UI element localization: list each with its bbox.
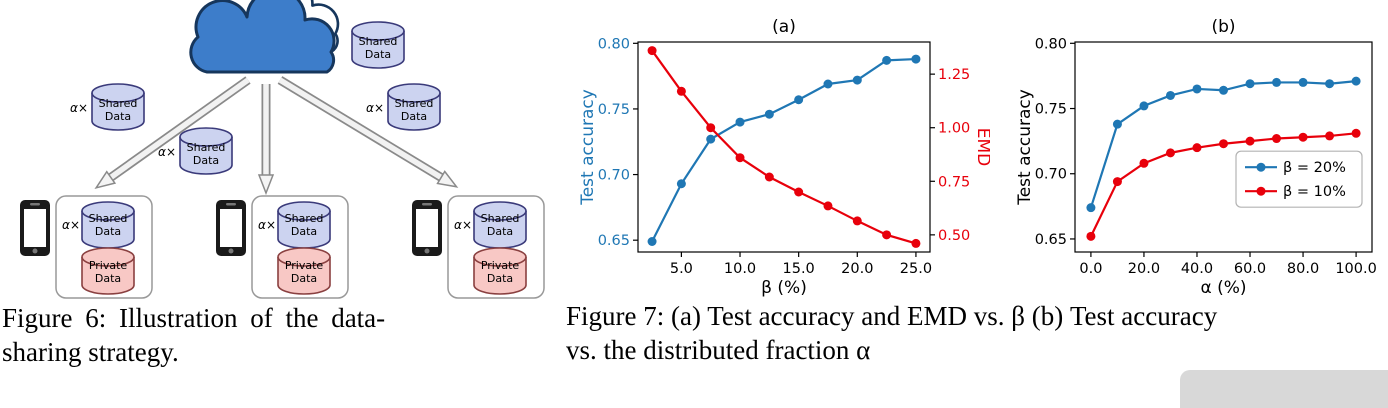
- shared-data-label: Data: [193, 154, 219, 167]
- svg-text:5.0: 5.0: [670, 261, 693, 277]
- svg-text:80.0: 80.0: [1287, 261, 1319, 277]
- svg-text:20.0: 20.0: [841, 261, 873, 277]
- svg-text:25.0: 25.0: [900, 261, 932, 277]
- shared-data-label: Data: [365, 48, 391, 61]
- figure6-diagram: Shared Data α× Shared Data α× Shared Dat…: [20, 0, 545, 299]
- shared-data-label: Shared: [481, 212, 520, 225]
- private-data-label: Data: [291, 272, 317, 285]
- svg-text:Test accuracy: Test accuracy: [1015, 89, 1035, 206]
- chart-a: (a) 5.0 10.0 15.0 20.0 25.0 β (%) 0.65 0.70 0.75 0…: [578, 17, 990, 298]
- shared-data-label: Shared: [285, 212, 324, 225]
- shared-data-label: Data: [291, 225, 317, 238]
- alpha-label: α×: [454, 218, 472, 232]
- shared-data-label: Shared: [99, 97, 138, 110]
- svg-text:1.25: 1.25: [938, 67, 970, 83]
- private-data-label: Private: [285, 259, 324, 272]
- svg-text:0.75: 0.75: [938, 174, 970, 190]
- svg-text:0.65: 0.65: [598, 233, 630, 249]
- svg-text:0.50: 0.50: [938, 228, 970, 244]
- shared-data-label: Data: [95, 225, 121, 238]
- svg-text:β (%): β (%): [761, 278, 807, 298]
- figure7-caption: Figure 7: (a) Test accuracy and EMD vs. …: [566, 299, 1388, 367]
- svg-text:1.00: 1.00: [938, 121, 970, 137]
- alpha-label: α×: [258, 218, 276, 232]
- shared-data-label: Shared: [89, 212, 128, 225]
- alpha-label: α×: [70, 101, 88, 115]
- figure6-caption: Figure 6: Illustration of the data- shar…: [2, 301, 452, 369]
- phone-icon: [216, 200, 246, 256]
- svg-text:Test accuracy: Test accuracy: [578, 89, 598, 206]
- phone-icon: [20, 200, 50, 256]
- figure6-caption-line1: Figure 6: Illustration of the data-: [2, 303, 386, 333]
- svg-text:15.0: 15.0: [783, 261, 815, 277]
- svg-text:β = 20%: β = 20%: [1283, 160, 1346, 176]
- svg-text:0.65: 0.65: [1035, 232, 1067, 248]
- shared-data-label: Shared: [187, 141, 226, 154]
- private-data-label: Data: [95, 272, 121, 285]
- shared-data-label: Shared: [395, 97, 434, 110]
- shared-data-cylinder: α× Shared Data: [366, 83, 441, 131]
- private-data-label: Data: [487, 272, 513, 285]
- svg-text:100.0: 100.0: [1335, 261, 1377, 277]
- svg-text:0.80: 0.80: [598, 36, 630, 52]
- figure7-caption-line1: Figure 7: (a) Test accuracy and EMD vs. …: [566, 301, 1218, 331]
- private-data-label: Private: [89, 259, 128, 272]
- chart-b: (b) 0.0 20.0 40.0 60.0 80.0 100.0 α (%) 0.65 0.70…: [1015, 17, 1377, 298]
- phone-icon: [412, 200, 442, 256]
- client-group: α× Shared Data Private Data: [20, 195, 153, 299]
- arrow: [94, 76, 251, 190]
- cloud-icon: [189, 0, 340, 74]
- shared-data-cylinder: α× Shared Data: [70, 83, 145, 131]
- shared-data-cylinder: Shared Data: [351, 21, 405, 69]
- svg-text:EMD: EMD: [973, 128, 990, 167]
- svg-text:α (%): α (%): [1200, 278, 1246, 298]
- svg-text:0.75: 0.75: [598, 102, 630, 118]
- svg-text:40.0: 40.0: [1181, 261, 1213, 277]
- shared-data-cylinder: α× Shared Data: [158, 127, 233, 175]
- svg-text:0.70: 0.70: [1035, 167, 1067, 183]
- figure6-caption-line2: sharing strategy.: [2, 337, 179, 367]
- alpha-label: α×: [158, 145, 176, 159]
- shared-data-label: Data: [105, 110, 131, 123]
- alpha-label: α×: [366, 101, 384, 115]
- svg-text:0.75: 0.75: [1035, 102, 1067, 118]
- svg-text:(b): (b): [1211, 17, 1235, 37]
- svg-text:0.0: 0.0: [1079, 261, 1102, 277]
- figure7-caption-line2: vs. the distributed fraction α: [566, 335, 871, 365]
- private-data-label: Private: [481, 259, 520, 272]
- svg-text:0.70: 0.70: [598, 168, 630, 184]
- svg-text:0.80: 0.80: [1035, 36, 1067, 52]
- shared-data-label: Shared: [359, 35, 398, 48]
- svg-text:60.0: 60.0: [1234, 261, 1266, 277]
- arrow: [277, 76, 459, 188]
- svg-text:10.0: 10.0: [724, 261, 756, 277]
- shared-data-label: Data: [487, 225, 513, 238]
- shared-data-label: Data: [401, 110, 427, 123]
- alpha-label: α×: [62, 218, 80, 232]
- corner-overlay: [1180, 370, 1388, 408]
- svg-text:20.0: 20.0: [1128, 261, 1160, 277]
- svg-text:β = 10%: β = 10%: [1283, 184, 1346, 200]
- svg-text:(a): (a): [772, 17, 796, 37]
- client-group: α× Shared Data Private Data: [216, 195, 349, 299]
- client-group: α× Shared Data Private Data: [412, 195, 545, 299]
